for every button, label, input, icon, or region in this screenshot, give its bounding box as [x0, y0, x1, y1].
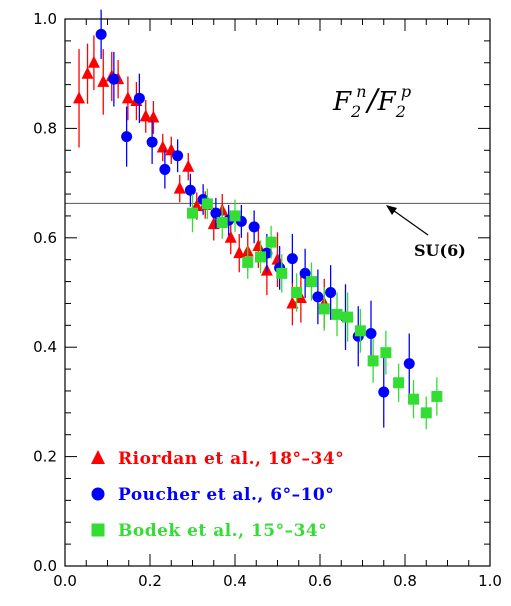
data-point: [156, 140, 169, 153]
su6-label: SU(6): [414, 241, 466, 260]
data-point: [367, 355, 379, 367]
data-point: [73, 91, 86, 104]
data-point: [271, 252, 284, 265]
data-point: [286, 253, 298, 265]
series-circle: [95, 9, 415, 428]
x-tick-label: 0.8: [393, 572, 417, 590]
data-point: [420, 407, 432, 419]
data-point: [210, 207, 222, 219]
data-point: [408, 393, 419, 405]
data-point: [318, 303, 330, 315]
x-tick-label: 0.2: [138, 572, 162, 590]
data-point: [365, 328, 377, 340]
data-point: [378, 386, 390, 398]
x-tick-label: 1.0: [478, 572, 502, 590]
data-point: [248, 221, 260, 233]
data-point: [121, 91, 134, 104]
data-point: [286, 296, 299, 309]
su6-arrow-head: [386, 205, 397, 215]
legend-marker: [91, 523, 105, 537]
legend-label: Bodek et al., 15°–34°: [118, 521, 327, 541]
data-point: [95, 28, 107, 40]
data-point: [97, 74, 110, 87]
ratio-sub-p: 2: [395, 102, 406, 121]
y-tick-label: 0.6: [33, 229, 57, 247]
ratio-f-n: F: [332, 87, 352, 117]
data-point: [325, 287, 337, 298]
data-series: [73, 9, 443, 430]
su6-arrow-line: [389, 207, 429, 236]
y-tick-label: 0.0: [33, 557, 57, 575]
legend: Riordan et al., 18°–34° Poucher et al., 6…: [91, 449, 344, 541]
data-point: [146, 136, 158, 148]
tick-labels: 0.0 0.2 0.4 0.6 0.8 1.0 0.0 0.2 0.4 0.6 0.8 1.0: [33, 10, 502, 590]
data-point: [184, 184, 196, 196]
y-tick-label: 0.4: [33, 338, 57, 356]
data-point: [139, 109, 152, 122]
ratio-label: F2n/F2p: [332, 82, 411, 121]
legend-label: Poucher et al., 6°–10°: [118, 485, 334, 505]
ratio-f-p: F: [377, 87, 397, 117]
data-point: [229, 210, 241, 222]
data-point: [252, 239, 265, 252]
data-point: [342, 311, 354, 323]
data-point: [182, 159, 195, 172]
data-point: [354, 325, 366, 337]
data-point: [108, 73, 120, 85]
data-point: [147, 110, 160, 123]
data-point: [380, 347, 392, 359]
ratio-sup-n: n: [356, 82, 366, 101]
data-point: [233, 246, 246, 259]
y-tick-label: 0.8: [33, 119, 57, 137]
legend-label: Riordan et al., 18°–34°: [118, 449, 344, 469]
data-point: [87, 55, 100, 68]
data-point: [224, 230, 237, 243]
axis-ticks: [64, 18, 491, 567]
data-point: [121, 131, 133, 143]
x-tick-label: 0.6: [308, 572, 332, 590]
x-tick-label: 0.0: [53, 572, 77, 590]
data-point: [173, 181, 186, 194]
data-point: [242, 256, 254, 268]
legend-marker: [91, 487, 105, 501]
data-point: [276, 267, 288, 279]
data-point: [393, 377, 405, 389]
data-point: [331, 308, 343, 320]
plot-frame: [64, 18, 491, 567]
data-point: [431, 390, 443, 402]
data-point: [172, 150, 184, 162]
ratio-sup-p: p: [401, 82, 411, 101]
series-square: [187, 188, 443, 430]
data-point: [312, 291, 324, 303]
ratio-slash: /: [365, 83, 381, 118]
x-tick-label: 0.4: [223, 572, 247, 590]
data-point: [403, 358, 415, 370]
y-tick-label: 0.2: [33, 448, 57, 466]
data-point: [216, 216, 228, 228]
data-point: [265, 236, 277, 248]
ratio-sub-n: 2: [350, 102, 361, 121]
legend-marker: [91, 450, 105, 464]
data-point: [187, 207, 198, 219]
data-point: [291, 287, 303, 298]
data-point: [306, 276, 317, 288]
y-tick-label: 1.0: [33, 10, 57, 28]
data-point: [159, 163, 171, 175]
data-point: [255, 251, 266, 263]
data-point: [201, 198, 213, 210]
data-point: [133, 92, 145, 104]
data-point: [81, 66, 94, 79]
